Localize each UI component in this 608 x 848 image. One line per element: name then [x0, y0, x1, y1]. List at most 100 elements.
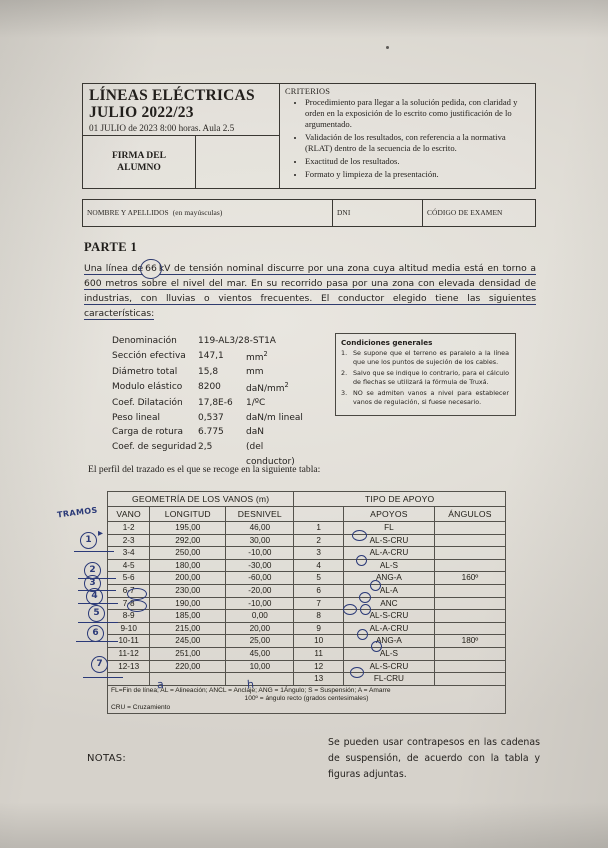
cell-longitud: 292,00	[149, 533, 227, 548]
spec-unit: mm2	[246, 349, 268, 363]
cell-desnivel: 0,00	[225, 609, 295, 623]
cell-apoyo: AL-S-CRU	[342, 609, 435, 623]
cell-desnivel: -20,00	[225, 583, 295, 598]
spec-label: Diámetro total	[112, 367, 178, 378]
cell-longitud: 251,00	[149, 646, 227, 661]
cell-numero: 8	[293, 609, 344, 623]
cell-apoyo: AL-A	[342, 583, 435, 598]
spec-value: 119-AL3/28-ST1A	[198, 336, 276, 346]
group-header-geometria: GEOMETRÍA DE LOS VANOS (m)	[106, 491, 295, 507]
spec-row: Sección efectiva 147,1 mm2	[112, 349, 327, 366]
criteria-cell: CRITERIOS Procedimiento para llegar a la…	[280, 84, 535, 188]
cell-angulo	[433, 521, 507, 535]
signature-box[interactable]	[196, 136, 279, 188]
profile-intro-line: El perfil del trazado es el que se recog…	[88, 464, 321, 475]
spec-unit: (del	[246, 442, 264, 453]
table-row: 13 FL-CRU	[106, 672, 507, 686]
spec-row: Coef. Dilatación 17,8E-6 1/ºC	[112, 396, 327, 411]
spec-row: Coef. de seguridad 2,5 (del	[112, 440, 327, 455]
group-header-tipo-apoyo: TIPO DE APOYO	[293, 491, 506, 507]
cell-desnivel: -60,00	[225, 571, 295, 585]
table-row: 6-7 230,00 -20,00 6 AL-A	[106, 583, 507, 598]
problem-statement: Una línea de 66 kV de tensión nominal disc…	[84, 262, 536, 322]
cell-vano: 12-13	[106, 659, 151, 674]
cell-apoyo: ANG-A	[342, 634, 435, 648]
criteria-list: Procedimiento para llegar a la solución …	[285, 97, 529, 180]
cell-vano: 6-7	[106, 583, 151, 598]
table-row: 3-4 250,00 -10,00 3 AL-A-CRU	[106, 546, 507, 560]
notes-label: NOTAS:	[87, 753, 127, 764]
cell-vano: 5-6	[106, 571, 151, 585]
cell-angulo	[433, 558, 507, 573]
spec-unit: daN	[246, 427, 264, 438]
cell-angulo	[433, 583, 507, 598]
cell-longitud: 230,00	[149, 583, 227, 598]
cell-vano: 2-3	[106, 533, 151, 548]
cell-desnivel: 46,00	[225, 521, 295, 535]
student-identity-row: NOMBRE Y APELLIDOS (en mayúsculas) DNI C…	[82, 199, 536, 227]
cell-numero: 6	[293, 583, 344, 598]
signature-label-line1: FIRMA DEL	[111, 150, 167, 162]
cell-desnivel: -10,00	[225, 596, 295, 611]
table-row: 10-11 245,00 25,00 10 ANG-A 180º	[106, 634, 507, 648]
cell-vano: 10-11	[106, 634, 151, 648]
table-head: GEOMETRÍA DE LOS VANOS (m) TIPO DE APOYO…	[106, 491, 507, 522]
table-row: 4-5 180,00 -30,00 4 AL-S	[106, 558, 507, 573]
exam-title: LÍNEAS ELÉCTRICAS JULIO 2022/23	[83, 84, 279, 122]
name-field-cell[interactable]: NOMBRE Y APELLIDOS (en mayúsculas)	[83, 200, 333, 226]
table-row: 5-6 200,00 -60,00 5 ANG-A 160º	[106, 571, 507, 585]
cell-vano: 11-12	[106, 646, 151, 661]
cell-apoyo: AL-S-CRU	[342, 659, 435, 674]
exam-title-line2: JULIO 2022/23	[89, 103, 194, 121]
condition-item: 3. NO se admiten vanos a nivel para esta…	[341, 389, 509, 407]
col-header-vano: VANO	[106, 506, 151, 522]
criteria-item: Procedimiento para llegar a la solución …	[305, 97, 529, 131]
spec-row: Diámetro total 15,8 mm	[112, 365, 327, 380]
cell-longitud: 220,00	[149, 659, 227, 674]
cell-longitud: 185,00	[149, 609, 227, 623]
spec-label: Carga de rotura	[112, 427, 183, 438]
spec-value: 8200	[198, 381, 221, 392]
cell-apoyo: AL-S	[342, 646, 435, 661]
table-row: 7-8 190,00 -10,00 7 ANC	[106, 596, 507, 611]
cell-numero: 12	[293, 659, 344, 674]
col-header-numero	[293, 506, 344, 522]
condition-text: Salvo que se indique lo contrario, para …	[353, 369, 509, 387]
cell-angulo: 160º	[433, 571, 507, 585]
table-column-header-row: VANO LONGITUD DESNIVEL APOYOS ÁNGULOS	[106, 506, 507, 522]
cell-desnivel: 10,00	[225, 659, 295, 674]
cell-numero: 7	[293, 596, 344, 611]
cell-vano: 8-9	[106, 609, 151, 623]
name-label: NOMBRE Y APELLIDOS	[87, 208, 169, 217]
span-geometry-table: GEOMETRÍA DE LOS VANOS (m) TIPO DE APOYO…	[106, 491, 507, 715]
cell-longitud: 215,00	[149, 621, 227, 636]
dni-field-cell[interactable]: DNI	[333, 200, 423, 226]
col-header-desnivel: DESNIVEL	[225, 506, 295, 522]
criteria-item: Formato y limpieza de la presentación.	[305, 169, 529, 180]
spec-label: Sección efectiva	[112, 350, 186, 361]
col-header-apoyos: APOYOS	[342, 506, 435, 522]
notes-text: Se pueden usar contrapesos en las cadena…	[328, 737, 540, 781]
spec-unit: conductor)	[246, 456, 295, 467]
condition-text: NO se admiten vanos a nivel para estable…	[353, 389, 509, 407]
spec-unit: daN/mm2	[246, 380, 289, 394]
cell-angulo	[433, 659, 507, 674]
condition-number: 2.	[341, 369, 348, 378]
exam-code-field-cell[interactable]: CÓDIGO DE EXAMEN	[423, 200, 535, 226]
cell-vano: 4-5	[106, 558, 151, 573]
table-row: 9-10 215,00 20,00 9 AL-A-CRU	[106, 621, 507, 636]
condition-item: 1. Se supone que el terreno es paralelo …	[341, 349, 509, 367]
legend-cell: FL=Fin de línea; AL = Alineación; ANCL =…	[107, 684, 506, 715]
cell-angulo: 180º	[433, 634, 507, 648]
cell-desnivel: -10,00	[225, 546, 295, 560]
table-group-header-row: GEOMETRÍA DE LOS VANOS (m) TIPO DE APOYO	[106, 491, 506, 507]
spec-label: Peso lineal	[112, 412, 160, 423]
spec-unit: daN/m lineal	[246, 412, 303, 423]
cell-angulo	[433, 609, 507, 623]
table-row: 11-12 251,00 45,00 11 AL-S	[106, 646, 507, 661]
spec-unit: mm	[246, 367, 264, 378]
spec-label: Coef. Dilatación	[112, 398, 183, 409]
cell-numero: 1	[293, 521, 344, 535]
criteria-item: Exactitud de los resultados.	[305, 156, 529, 167]
